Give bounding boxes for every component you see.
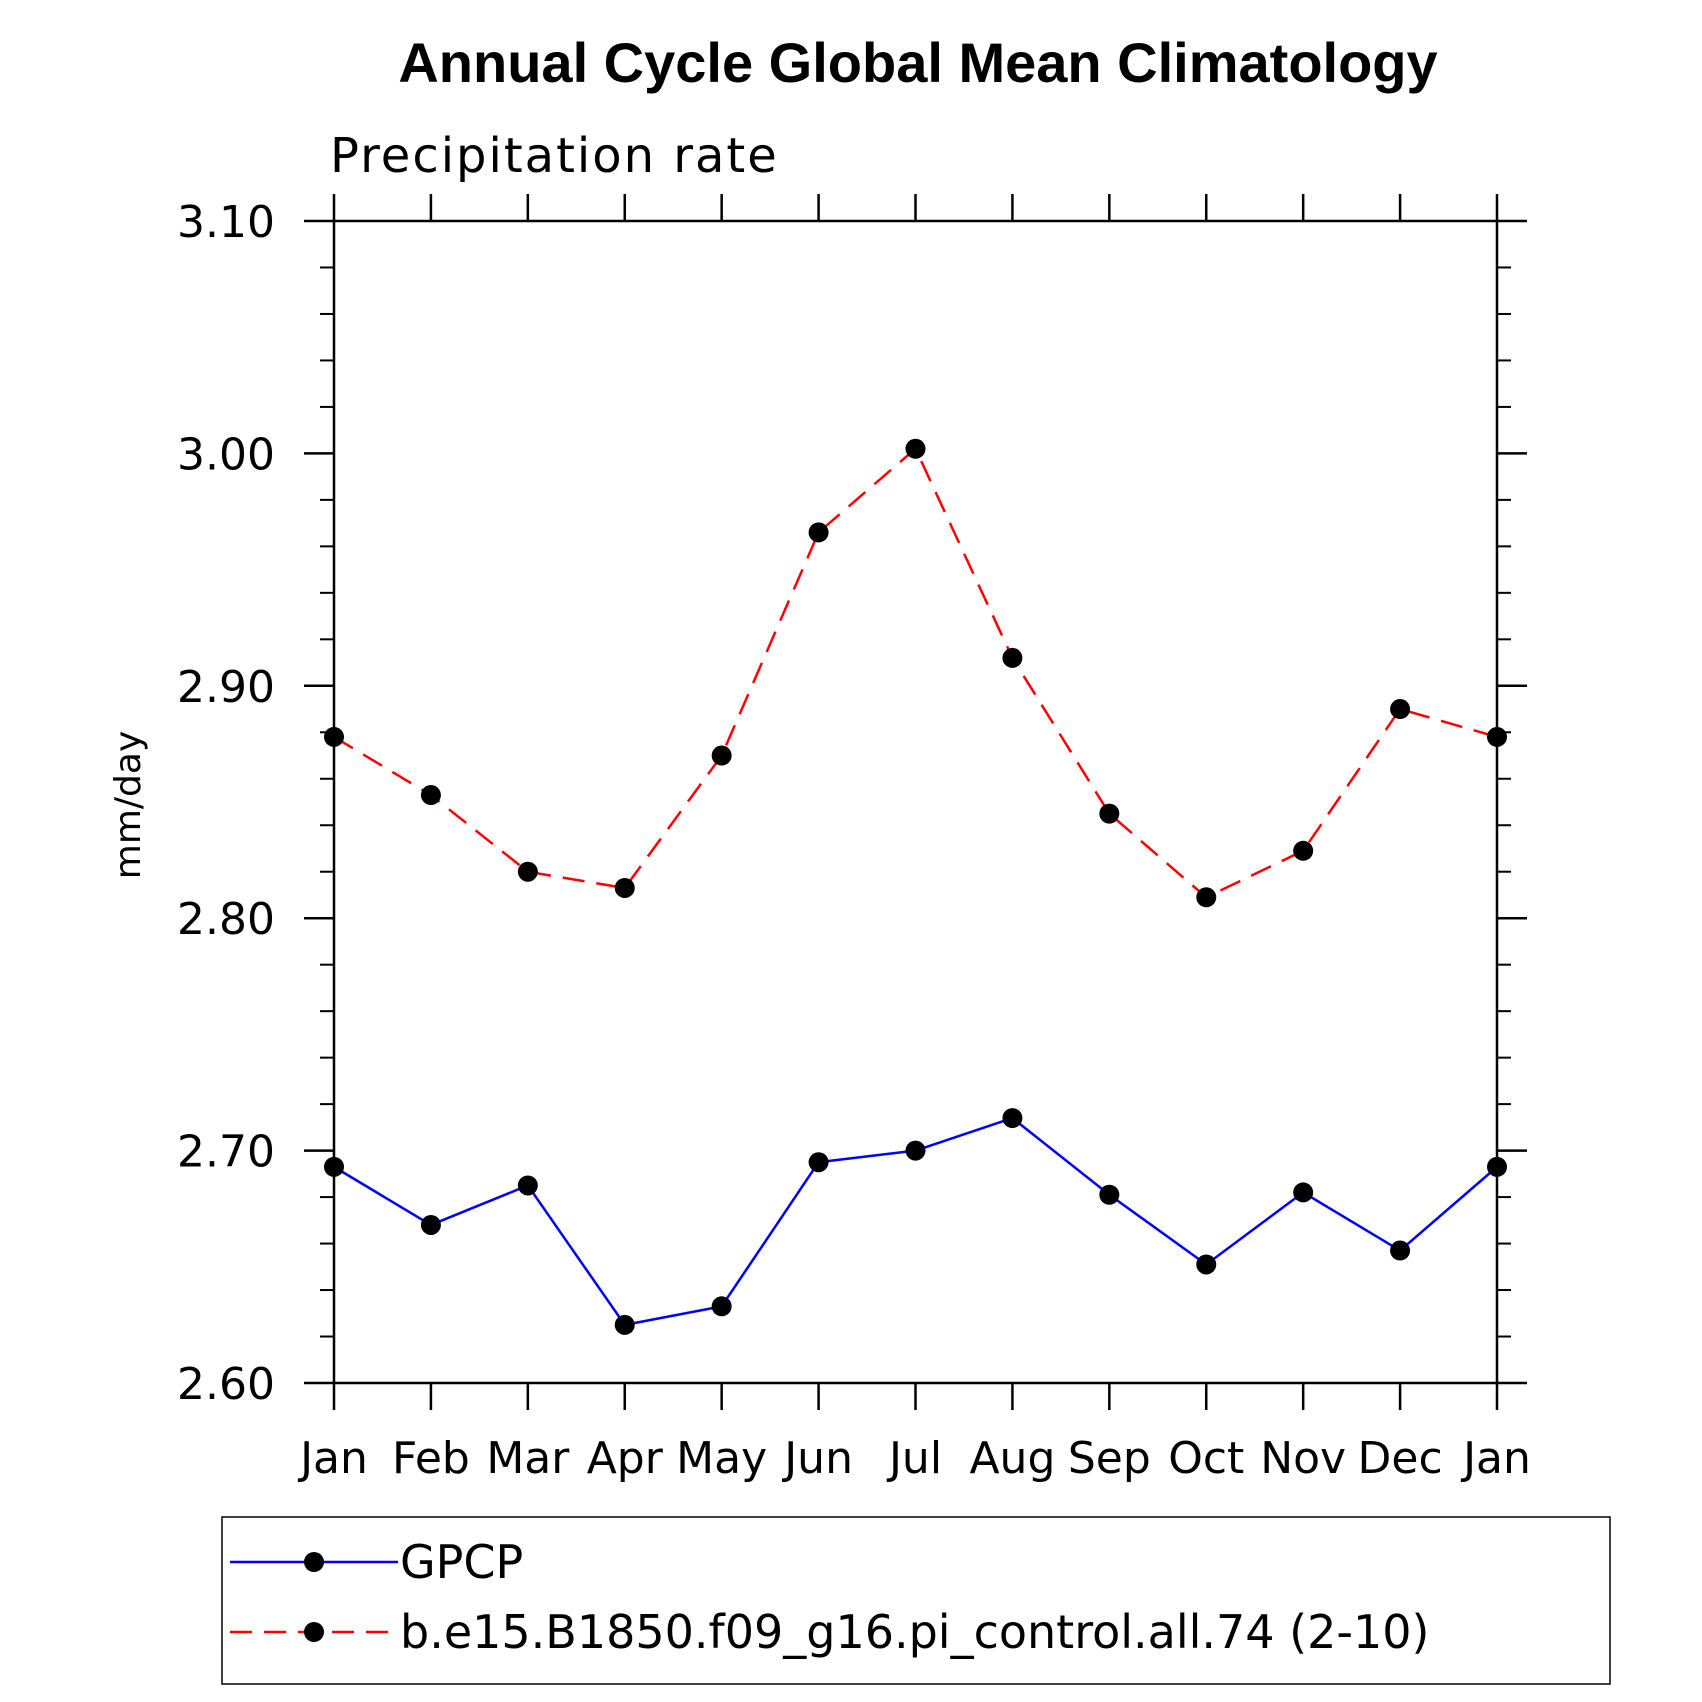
legend-marker xyxy=(304,1622,324,1642)
chart-subtitle: Precipitation rate xyxy=(330,128,779,184)
data-point xyxy=(614,877,635,898)
y-tick-labels: 2.60 2.70 2.80 2.90 3.00 3.10 xyxy=(177,197,275,1410)
x-tick-label: Sep xyxy=(1068,1433,1151,1484)
data-point xyxy=(905,1140,926,1161)
x-tick-label: Nov xyxy=(1260,1433,1346,1484)
legend-marker xyxy=(304,1552,324,1572)
data-point xyxy=(711,1296,732,1317)
data-point xyxy=(1293,1182,1314,1203)
data-point xyxy=(1099,1184,1120,1205)
x-tick-label: Jan xyxy=(297,1433,368,1484)
y-tick-label: 2.80 xyxy=(177,894,275,945)
x-tick-label: Apr xyxy=(587,1433,664,1484)
x-tick-label: Aug xyxy=(969,1433,1055,1484)
x-tick-label: Feb xyxy=(392,1433,470,1484)
data-point xyxy=(1196,887,1217,908)
series-layer xyxy=(324,438,1507,1335)
x-tick-label: Jul xyxy=(886,1433,942,1484)
data-point xyxy=(808,522,829,543)
chart-title: Annual Cycle Global Mean Climatology xyxy=(398,31,1437,94)
data-point xyxy=(905,438,926,459)
data-point xyxy=(1293,840,1314,861)
x-tick-label: May xyxy=(676,1433,767,1484)
series-line xyxy=(333,446,1498,899)
data-point xyxy=(420,785,441,806)
data-point xyxy=(1196,1254,1217,1275)
data-point xyxy=(808,1152,829,1173)
data-point xyxy=(1002,1108,1023,1129)
y-tick-label: 3.00 xyxy=(177,429,275,480)
data-point xyxy=(517,1175,538,1196)
x-tick-label: Dec xyxy=(1358,1433,1443,1484)
legend-label: b.e15.B1850.f09_g16.pi_control.all.74 (2… xyxy=(400,1605,1429,1659)
plot-frame xyxy=(332,219,1499,1385)
legend-items: GPCP b.e15.B1850.f09_g16.pi_control.all.7… xyxy=(230,1535,1429,1659)
legend-box xyxy=(221,1516,1611,1685)
data-point xyxy=(1099,803,1120,824)
x-tick-label: Jun xyxy=(781,1433,853,1484)
y-tick-label: 2.70 xyxy=(177,1127,275,1178)
data-point xyxy=(1002,647,1023,668)
axis-ticks xyxy=(304,194,1527,1410)
data-point xyxy=(1390,1240,1411,1261)
data-point xyxy=(1390,699,1411,720)
x-tick-labels: Jan Feb Mar Apr May Jun Jul Aug Sep Oct Nov Dec Jan xyxy=(297,1433,1531,1484)
legend: GPCP b.e15.B1850.f09_g16.pi_control.all.7… xyxy=(221,1516,1611,1685)
y-axis-label: mm/day xyxy=(108,731,149,879)
legend-label: GPCP xyxy=(400,1535,523,1589)
y-tick-label: 3.10 xyxy=(177,197,275,248)
x-tick-label: Oct xyxy=(1168,1433,1244,1484)
y-tick-label: 2.90 xyxy=(177,662,275,713)
data-point xyxy=(614,1314,635,1335)
data-point xyxy=(420,1214,441,1235)
x-tick-label: Jan xyxy=(1460,1433,1531,1484)
data-point xyxy=(711,745,732,766)
y-tick-label: 2.60 xyxy=(177,1359,275,1410)
x-tick-label: Mar xyxy=(486,1433,570,1484)
data-point xyxy=(517,861,538,882)
